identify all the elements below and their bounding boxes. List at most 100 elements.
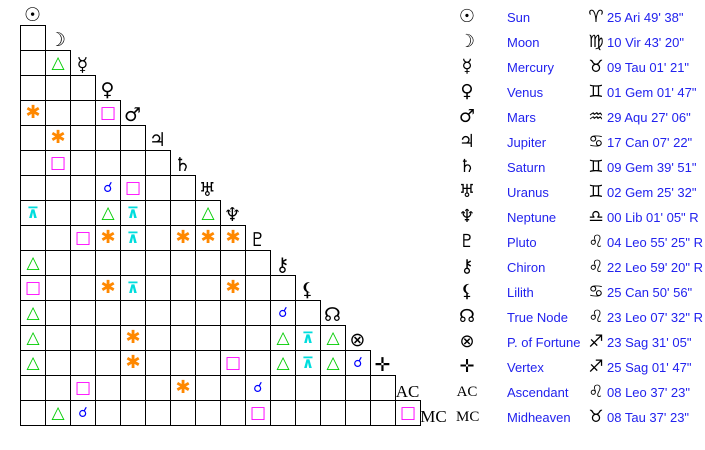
aspect-cell[interactable] — [195, 325, 221, 351]
aspect-cell[interactable]: ✱ — [120, 325, 146, 351]
aspect-cell[interactable]: ☌ — [95, 175, 121, 201]
aspect-cell[interactable] — [220, 375, 246, 401]
aspect-cell[interactable] — [120, 125, 146, 151]
aspect-cell[interactable] — [295, 375, 321, 401]
aspect-cell[interactable] — [120, 150, 146, 176]
aspect-cell[interactable]: △ — [320, 350, 346, 376]
aspect-cell[interactable] — [145, 225, 171, 251]
aspect-cell[interactable]: △ — [45, 50, 71, 76]
aspect-cell[interactable]: ⊼ — [295, 325, 321, 351]
aspect-cell[interactable]: ⊼ — [20, 200, 46, 226]
aspect-cell[interactable] — [195, 350, 221, 376]
aspect-cell[interactable] — [320, 400, 346, 426]
aspect-cell[interactable] — [145, 150, 171, 176]
aspect-cell[interactable] — [170, 300, 196, 326]
aspect-cell[interactable]: ✱ — [170, 375, 196, 401]
aspect-cell[interactable] — [120, 400, 146, 426]
aspect-cell[interactable] — [245, 300, 271, 326]
aspect-cell[interactable] — [45, 250, 71, 276]
aspect-cell[interactable]: △ — [45, 400, 71, 426]
aspect-cell[interactable] — [295, 400, 321, 426]
aspect-cell[interactable]: ⊼ — [120, 200, 146, 226]
aspect-cell[interactable] — [20, 150, 46, 176]
aspect-cell[interactable]: △ — [95, 200, 121, 226]
aspect-cell[interactable]: △ — [195, 200, 221, 226]
aspect-cell[interactable]: ⊼ — [120, 225, 146, 251]
aspect-cell[interactable] — [120, 250, 146, 276]
aspect-cell[interactable]: □ — [395, 400, 421, 426]
aspect-cell[interactable] — [345, 375, 371, 401]
aspect-cell[interactable] — [220, 325, 246, 351]
aspect-cell[interactable] — [220, 400, 246, 426]
aspect-cell[interactable] — [195, 275, 221, 301]
aspect-cell[interactable]: ⊼ — [120, 275, 146, 301]
aspect-cell[interactable] — [170, 400, 196, 426]
aspect-cell[interactable] — [145, 350, 171, 376]
aspect-cell[interactable] — [145, 250, 171, 276]
aspect-cell[interactable] — [20, 50, 46, 76]
aspect-cell[interactable] — [145, 400, 171, 426]
aspect-cell[interactable] — [195, 250, 221, 276]
aspect-cell[interactable] — [70, 175, 96, 201]
aspect-cell[interactable] — [70, 200, 96, 226]
aspect-cell[interactable] — [170, 275, 196, 301]
aspect-cell[interactable] — [245, 350, 271, 376]
aspect-cell[interactable] — [45, 225, 71, 251]
aspect-cell[interactable] — [270, 375, 296, 401]
aspect-cell[interactable]: ☌ — [345, 350, 371, 376]
aspect-cell[interactable]: □ — [245, 400, 271, 426]
aspect-cell[interactable] — [320, 375, 346, 401]
aspect-cell[interactable] — [20, 375, 46, 401]
aspect-cell[interactable]: ✱ — [170, 225, 196, 251]
aspect-cell[interactable] — [145, 175, 171, 201]
aspect-cell[interactable] — [95, 325, 121, 351]
aspect-cell[interactable] — [95, 375, 121, 401]
aspect-cell[interactable] — [45, 350, 71, 376]
aspect-cell[interactable] — [95, 300, 121, 326]
aspect-cell[interactable]: △ — [270, 325, 296, 351]
aspect-cell[interactable] — [45, 75, 71, 101]
aspect-cell[interactable]: ✱ — [220, 275, 246, 301]
aspect-cell[interactable]: ☌ — [245, 375, 271, 401]
aspect-cell[interactable] — [95, 350, 121, 376]
aspect-cell[interactable] — [20, 75, 46, 101]
aspect-cell[interactable]: △ — [20, 300, 46, 326]
aspect-cell[interactable] — [170, 175, 196, 201]
aspect-cell[interactable]: ✱ — [120, 350, 146, 376]
aspect-cell[interactable] — [45, 200, 71, 226]
aspect-cell[interactable] — [45, 175, 71, 201]
aspect-cell[interactable] — [195, 300, 221, 326]
aspect-cell[interactable] — [45, 275, 71, 301]
aspect-cell[interactable] — [20, 125, 46, 151]
aspect-cell[interactable] — [20, 25, 46, 51]
aspect-cell[interactable]: ✱ — [195, 225, 221, 251]
aspect-cell[interactable] — [145, 325, 171, 351]
aspect-cell[interactable]: ✱ — [95, 225, 121, 251]
aspect-cell[interactable]: ✱ — [20, 100, 46, 126]
aspect-cell[interactable] — [45, 375, 71, 401]
aspect-cell[interactable] — [370, 375, 396, 401]
aspect-cell[interactable] — [195, 375, 221, 401]
aspect-cell[interactable]: ✱ — [45, 125, 71, 151]
aspect-cell[interactable] — [170, 250, 196, 276]
aspect-cell[interactable]: □ — [70, 225, 96, 251]
aspect-cell[interactable]: □ — [95, 100, 121, 126]
aspect-cell[interactable] — [70, 250, 96, 276]
aspect-cell[interactable]: □ — [220, 350, 246, 376]
aspect-cell[interactable] — [95, 250, 121, 276]
aspect-cell[interactable] — [170, 350, 196, 376]
aspect-cell[interactable] — [145, 200, 171, 226]
aspect-cell[interactable] — [220, 300, 246, 326]
aspect-cell[interactable] — [120, 375, 146, 401]
aspect-cell[interactable] — [95, 400, 121, 426]
aspect-cell[interactable] — [70, 300, 96, 326]
aspect-cell[interactable] — [70, 75, 96, 101]
aspect-cell[interactable] — [145, 375, 171, 401]
aspect-cell[interactable] — [245, 275, 271, 301]
aspect-cell[interactable] — [220, 250, 246, 276]
aspect-cell[interactable] — [20, 400, 46, 426]
aspect-cell[interactable]: △ — [20, 350, 46, 376]
aspect-cell[interactable]: ☌ — [70, 400, 96, 426]
aspect-cell[interactable] — [145, 300, 171, 326]
aspect-cell[interactable]: ⊼ — [295, 350, 321, 376]
